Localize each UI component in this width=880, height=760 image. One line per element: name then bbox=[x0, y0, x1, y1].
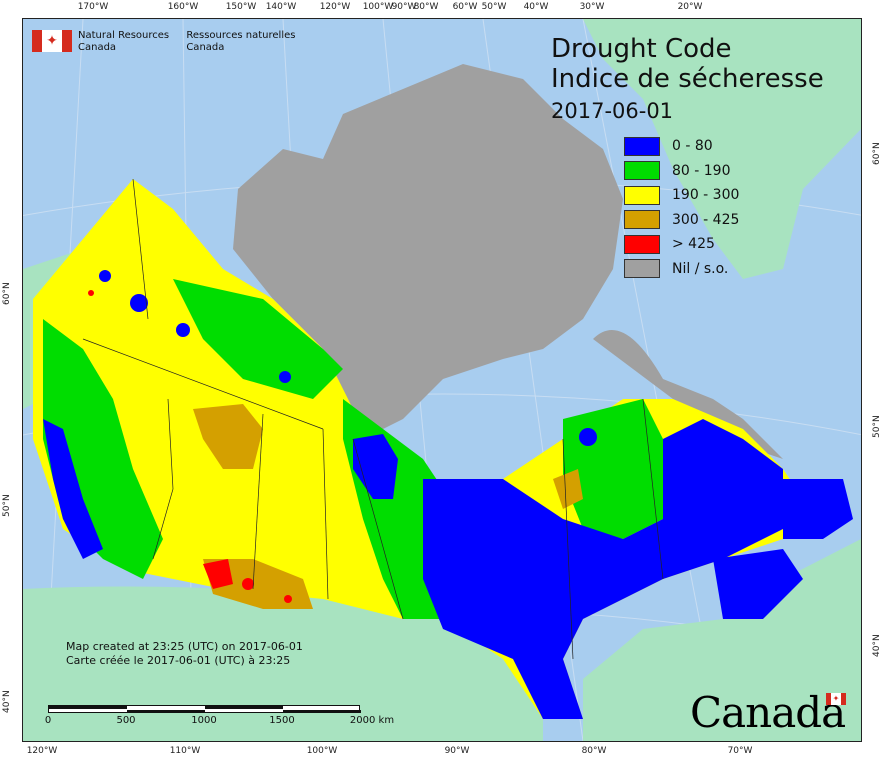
org-name-fr: Ressources naturelles bbox=[186, 30, 296, 41]
tick-label: 110°W bbox=[169, 746, 201, 756]
blue-newfoundland bbox=[713, 549, 803, 619]
tick-label: 60°W bbox=[452, 2, 478, 12]
blue-east bbox=[423, 419, 783, 719]
tick-label: 150°W bbox=[225, 2, 257, 12]
tick-label: 60°N bbox=[872, 142, 880, 165]
legend-label: 190 - 300 bbox=[672, 187, 740, 204]
title-fr: Indice de sécheresse bbox=[551, 64, 824, 94]
tick-label: 100°W bbox=[362, 2, 394, 12]
nrcan-signature: ✦ Natural Resources Canada Ressources na… bbox=[32, 30, 309, 54]
title-en: Drought Code bbox=[551, 34, 732, 64]
legend-swatch bbox=[624, 185, 660, 205]
tick-label: 40°W bbox=[523, 2, 549, 12]
legend: 0 - 80 80 - 190 190 - 300 300 - 425 > 42… bbox=[624, 134, 739, 281]
boundaries bbox=[82, 178, 664, 660]
green-north bbox=[173, 279, 343, 399]
tick-label: 50°N bbox=[2, 494, 12, 517]
credit-fr: Carte créée le 2017-06-01 (UTC) à 23:25 bbox=[66, 654, 291, 667]
scale-label: 1500 bbox=[269, 715, 295, 726]
blue-hudson bbox=[353, 434, 398, 499]
tick-label: 90°W bbox=[444, 746, 470, 756]
tick-label: 80°W bbox=[581, 746, 607, 756]
wordmark-flag-icon: ✦ bbox=[826, 693, 846, 705]
canada-flag-icon: ✦ bbox=[32, 30, 72, 52]
red-spot-3 bbox=[88, 290, 94, 296]
lake-3 bbox=[99, 270, 111, 282]
red-spot-2 bbox=[284, 595, 292, 603]
legend-swatch bbox=[624, 210, 660, 230]
canada-wordmark: Canada bbox=[690, 688, 846, 737]
tick-label: 30°W bbox=[579, 2, 605, 12]
tick-label: 80°W bbox=[413, 2, 439, 12]
tick-label: 20°W bbox=[677, 2, 703, 12]
legend-item: 0 - 80 bbox=[624, 134, 739, 159]
tick-label: 40°N bbox=[872, 634, 880, 657]
scale-bar: 0 500 1000 1500 2000 km bbox=[44, 705, 394, 727]
legend-item: 190 - 300 bbox=[624, 183, 739, 208]
scale-label: 500 bbox=[116, 715, 136, 726]
org-country-en: Canada bbox=[78, 42, 117, 53]
red-spot bbox=[242, 578, 254, 590]
credit-en: Map created at 23:25 (UTC) on 2017-06-01 bbox=[66, 640, 303, 653]
orange-quebec bbox=[553, 469, 583, 509]
blue-maritimes bbox=[783, 479, 853, 539]
blue-bc-coast bbox=[43, 419, 103, 559]
map-frame bbox=[22, 18, 862, 742]
arctic-islands bbox=[233, 64, 623, 439]
tick-label: 100°W bbox=[306, 746, 338, 756]
lake-4 bbox=[279, 371, 291, 383]
map-title: Drought Code Indice de sécheresse 2017-0… bbox=[551, 34, 824, 126]
tick-label: 70°W bbox=[727, 746, 753, 756]
orange-north bbox=[193, 404, 263, 469]
greenland bbox=[583, 19, 861, 279]
legend-label: 300 - 425 bbox=[672, 211, 740, 228]
tick-label: 140°W bbox=[265, 2, 297, 12]
scale-label: 2000 km bbox=[349, 715, 395, 726]
usa bbox=[23, 586, 543, 741]
legend-item: > 425 bbox=[624, 232, 739, 257]
tick-label: 60°N bbox=[2, 282, 12, 305]
red-south bbox=[203, 559, 233, 589]
lake-5 bbox=[579, 428, 597, 446]
lake-2 bbox=[176, 323, 190, 337]
map-credit: Map created at 23:25 (UTC) on 2017-06-01… bbox=[66, 640, 303, 668]
tick-label: 170°W bbox=[77, 2, 109, 12]
lake-1 bbox=[130, 294, 148, 312]
scale-label: 1000 bbox=[191, 715, 217, 726]
org-country-fr: Canada bbox=[186, 42, 225, 53]
tick-label: 90°W bbox=[391, 2, 417, 12]
legend-label: 0 - 80 bbox=[672, 138, 713, 155]
tick-label: 120°W bbox=[26, 746, 58, 756]
tick-label: 160°W bbox=[167, 2, 199, 12]
tick-label: 50°N bbox=[872, 415, 880, 438]
legend-item: 80 - 190 bbox=[624, 159, 739, 184]
legend-label: Nil / s.o. bbox=[672, 260, 729, 277]
legend-swatch bbox=[624, 136, 660, 156]
tick-label: 50°W bbox=[481, 2, 507, 12]
org-name-en: Natural Resources bbox=[78, 30, 170, 41]
legend-label: 80 - 190 bbox=[672, 162, 731, 179]
map-canvas bbox=[23, 19, 861, 741]
legend-item: Nil / s.o. bbox=[624, 257, 739, 282]
scale-bar-graphic bbox=[48, 705, 361, 713]
legend-item: 300 - 425 bbox=[624, 208, 739, 233]
tick-label: 120°W bbox=[319, 2, 351, 12]
legend-label: > 425 bbox=[672, 236, 715, 253]
legend-swatch bbox=[624, 234, 660, 254]
tick-label: 40°N bbox=[2, 690, 12, 713]
legend-swatch bbox=[624, 161, 660, 181]
legend-swatch bbox=[624, 259, 660, 279]
title-date: 2017-06-01 bbox=[551, 99, 674, 123]
scale-label: 0 bbox=[44, 715, 52, 726]
